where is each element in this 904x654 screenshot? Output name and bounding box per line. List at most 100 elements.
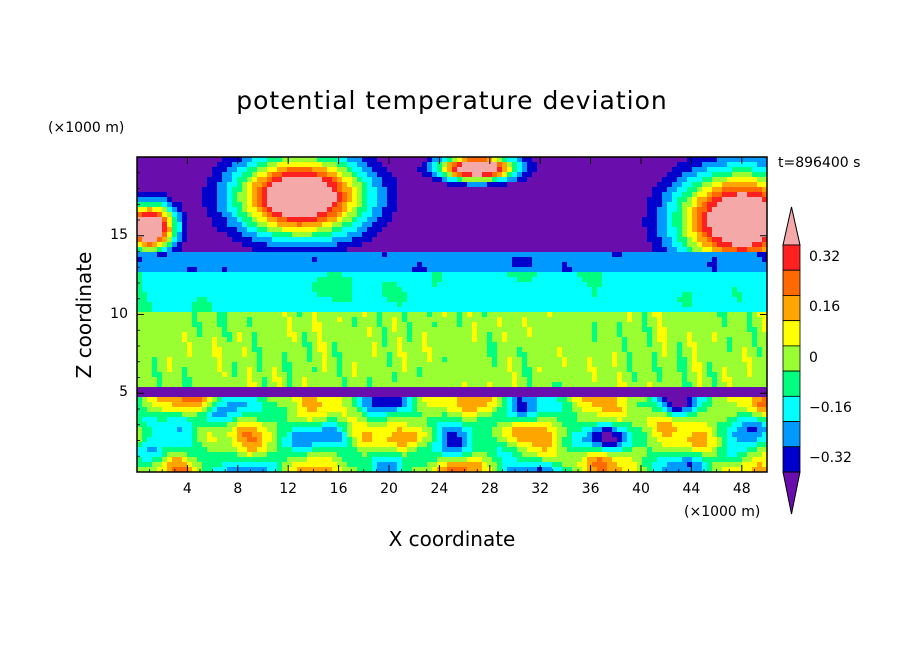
field-cell <box>412 452 418 458</box>
field-cell <box>342 422 348 428</box>
field-cell <box>492 392 498 398</box>
field-cell <box>482 177 488 183</box>
field-cell <box>397 352 403 358</box>
field-cell <box>267 332 273 338</box>
field-cell <box>302 312 308 318</box>
field-cell <box>142 467 148 472</box>
field-cell <box>512 242 518 248</box>
field-cell <box>242 432 248 438</box>
field-cell <box>252 342 258 348</box>
field-cell <box>357 267 363 273</box>
field-cell <box>367 232 373 238</box>
field-cell <box>292 362 298 368</box>
field-cell <box>397 347 403 353</box>
field-cell <box>352 297 358 303</box>
field-cell <box>342 332 348 338</box>
field-cell <box>167 407 173 413</box>
field-cell <box>507 462 513 468</box>
field-cell <box>247 237 253 243</box>
field-cell <box>427 417 433 423</box>
field-cell <box>452 362 458 368</box>
field-cell <box>257 327 263 333</box>
field-cell <box>137 447 143 453</box>
field-cell <box>187 412 193 418</box>
field-cell <box>472 232 478 238</box>
field-cell <box>152 352 158 358</box>
field-cell <box>357 292 363 298</box>
field-cell <box>407 422 413 428</box>
field-cell <box>302 382 308 388</box>
field-cell <box>137 262 143 268</box>
field-cell <box>267 372 273 378</box>
field-cell <box>242 242 248 248</box>
field-cell <box>362 432 368 438</box>
field-cell <box>332 227 338 233</box>
field-cell <box>292 232 298 238</box>
field-cell <box>437 207 443 213</box>
field-cell <box>357 317 363 323</box>
field-cell <box>142 252 148 258</box>
field-cell <box>402 242 408 248</box>
field-cell <box>307 247 313 253</box>
field-cell <box>157 277 163 283</box>
field-cell <box>287 207 293 213</box>
field-cell <box>337 167 343 173</box>
field-cell <box>412 287 418 293</box>
field-cell <box>492 362 498 368</box>
field-cell <box>512 287 518 293</box>
field-cell <box>157 262 163 268</box>
field-cell <box>357 412 363 418</box>
field-cell <box>372 457 378 463</box>
field-cell <box>237 162 243 168</box>
field-cell <box>212 222 218 228</box>
field-cell <box>362 167 368 173</box>
field-cell <box>417 387 423 393</box>
field-cell <box>377 347 383 353</box>
field-cell <box>497 287 503 293</box>
field-cell <box>367 292 373 298</box>
field-cell <box>232 402 238 408</box>
field-cell <box>417 312 423 318</box>
field-cell <box>322 282 328 288</box>
field-cell <box>207 327 213 333</box>
field-cell <box>337 427 343 433</box>
field-cell <box>207 232 213 238</box>
field-cell <box>312 227 318 233</box>
field-cell <box>167 307 173 313</box>
field-cell <box>402 387 408 393</box>
field-cell <box>332 397 338 403</box>
field-cell <box>457 362 463 368</box>
field-cell <box>492 177 498 183</box>
field-cell <box>317 257 323 263</box>
field-cell <box>227 392 233 398</box>
field-cell <box>412 427 418 433</box>
field-cell <box>447 452 453 458</box>
field-cell <box>437 307 443 313</box>
field-cell <box>237 397 243 403</box>
field-cell <box>192 377 198 383</box>
field-cell <box>507 317 513 323</box>
field-cell <box>327 157 333 163</box>
field-cell <box>427 192 433 198</box>
field-cell <box>212 412 218 418</box>
field-cell <box>477 307 483 313</box>
field-cell <box>517 447 523 453</box>
field-cell <box>422 287 428 293</box>
field-cell <box>382 172 388 178</box>
field-cell <box>167 417 173 423</box>
field-cell <box>532 222 538 228</box>
field-cell <box>462 162 468 168</box>
field-cell <box>517 197 523 203</box>
field-cell <box>197 202 203 208</box>
field-cell <box>192 312 198 318</box>
field-cell <box>322 292 328 298</box>
field-cell <box>177 357 183 363</box>
field-cell <box>317 242 323 248</box>
field-cell <box>367 332 373 338</box>
field-cell <box>447 362 453 368</box>
field-cell <box>177 312 183 318</box>
field-cell <box>522 332 528 338</box>
field-cell <box>527 452 533 458</box>
field-cell <box>212 217 218 223</box>
field-cell <box>217 412 223 418</box>
